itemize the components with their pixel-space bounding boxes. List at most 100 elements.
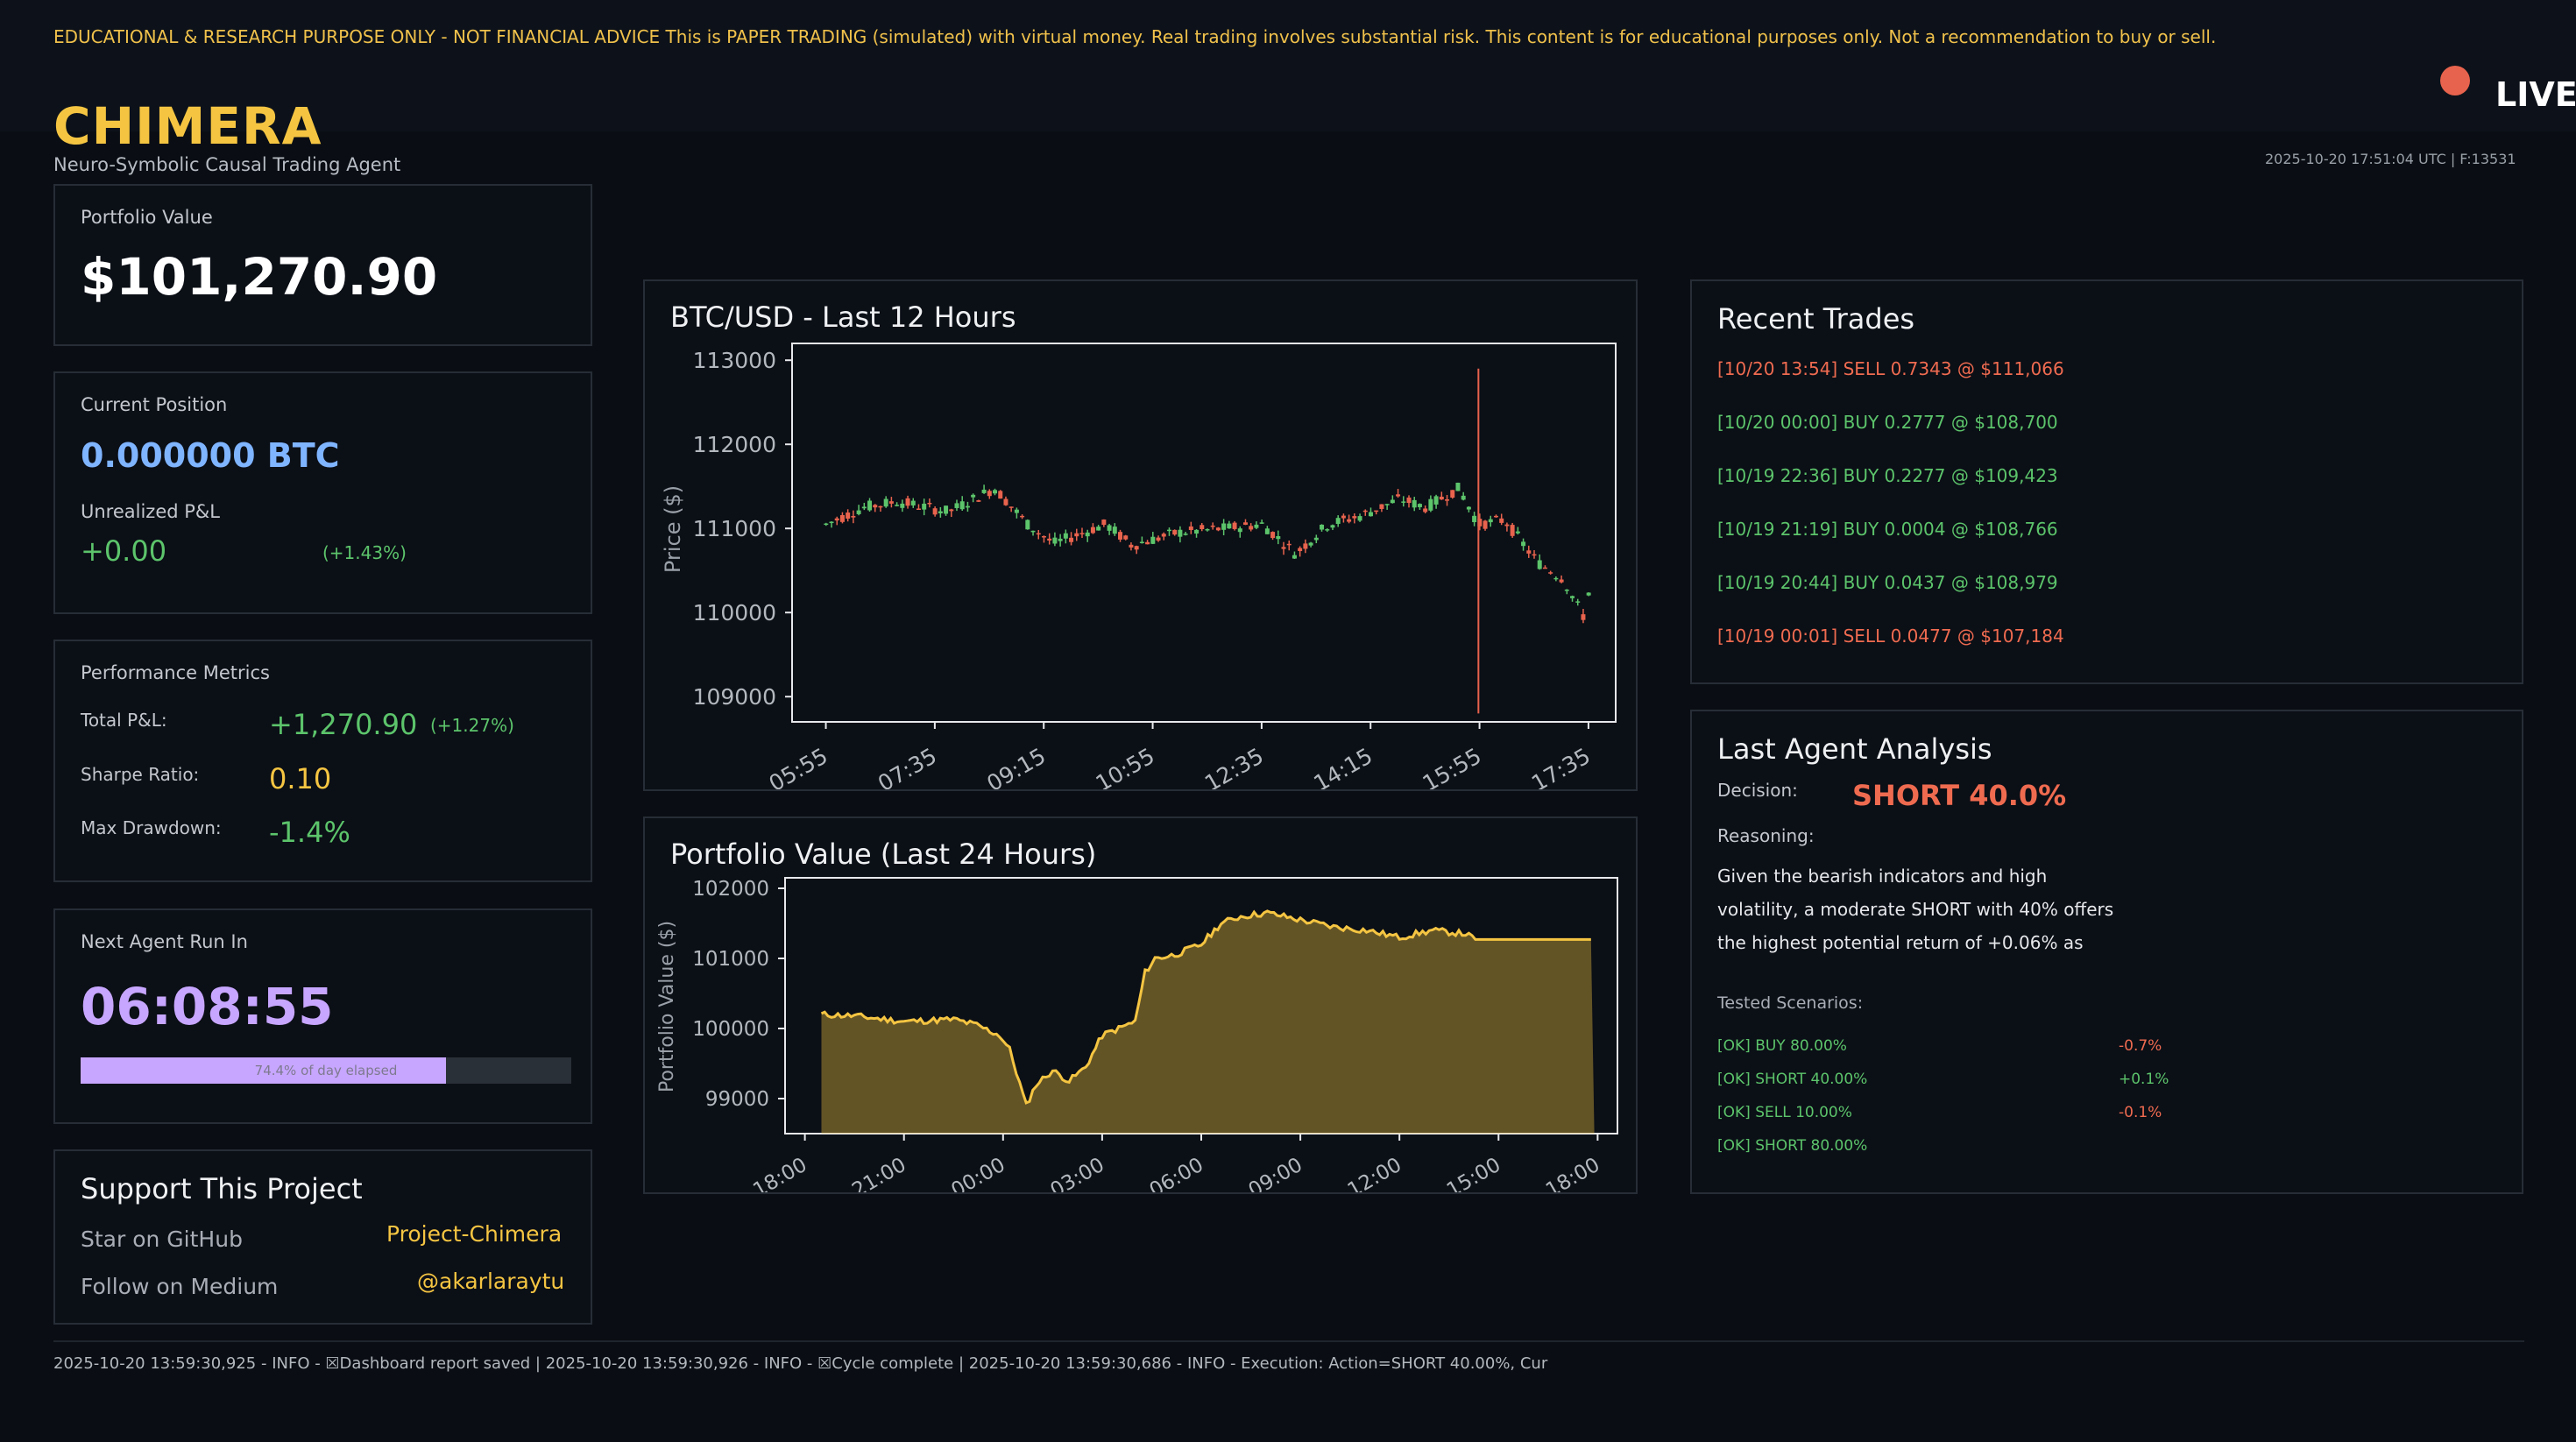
price-candle-body [1101,520,1107,526]
price-candle-body [1352,516,1357,519]
price-candle-body [900,503,905,508]
price-candle-body [1532,554,1537,556]
agent-analysis-title: Last Agent Analysis [1717,732,1992,766]
price-candle-body [1178,529,1183,537]
sharpe-ratio-label: Sharpe Ratio: [81,764,200,785]
price-candle-body [1548,572,1553,574]
github-label: Star on GitHub [81,1226,243,1252]
price-candle-body [1313,537,1319,541]
scenario-return: -0.7% [2119,1037,2162,1055]
position-value: 0.000000 BTC [81,436,340,475]
current-position-label: Current Position [81,394,228,415]
github-link[interactable]: Project-Chimera [386,1221,563,1247]
price-candle-body [867,500,873,511]
scenario-name: [OK] SHORT 40.00% [1717,1071,1868,1088]
trade-item: [10/20 13:54] SELL 0.7343 @ $111,066 [1717,358,2064,379]
price-candle-body [1374,510,1379,512]
price-candle-body [1483,520,1488,529]
medium-link[interactable]: @akarlaraytu [417,1269,565,1294]
portfolio-chart: Portfolio Value ($) 99000 100000 101000 102… [656,877,1618,1192]
price-candle-body [1227,523,1232,529]
footer-divider [53,1340,2524,1342]
price-candle-body [1041,536,1046,538]
price-candle-body [1085,532,1090,537]
price-candle-body [1504,524,1510,527]
price-candle-body [1325,529,1330,531]
portfolio-chart-ylabel: Portfolio Value ($) [656,921,678,1092]
price-candle-body [888,501,894,504]
price-candle-body [1249,526,1254,530]
price-candle-body [1020,515,1025,518]
price-candle-body [1134,546,1139,550]
reasoning-line: volatility, a moderate SHORT with 40% of… [1717,899,2114,920]
price-candle-body [1510,525,1515,536]
footer-log: 2025-10-20 13:59:30,925 - INFO - ☒Dashbo… [53,1354,1548,1373]
portfolio-ytick-label: 102000 [692,878,769,901]
max-drawdown-label: Max Drawdown: [81,817,222,838]
price-candle-body [1286,543,1292,546]
price-candle-body [1401,501,1406,503]
price-candle-body [1433,496,1439,505]
price-candle-body [1559,579,1564,583]
portfolio-ytick-label: 99000 [705,1088,769,1111]
price-candle-body [949,509,954,512]
price-candle-body [1210,525,1215,527]
price-candle-body [1477,519,1483,527]
price-candle-body [851,515,856,518]
live-label: LIVE [2495,75,2576,114]
reasoning-label: Reasoning: [1717,825,1815,846]
price-candle-body [856,510,861,514]
price-candle-body [916,508,921,510]
price-candle-body [1270,532,1276,539]
price-candle-body [1575,601,1581,603]
price-candle-body [987,491,992,497]
portfolio-xtick-label: 18:00 [749,1154,810,1192]
day-progress-text: 74.4% of day elapsed [254,1063,398,1078]
price-candle-body [1150,536,1156,544]
total-pnl-label: Total P&L: [81,710,167,731]
price-candle-body [1537,560,1542,569]
price-xtick-label: 10:55 [1092,743,1159,789]
portfolio-area-fill [821,910,1595,1134]
price-candle-body [927,502,932,505]
price-candle-body [976,500,981,502]
price-xtick-label: 17:35 [1527,743,1595,789]
price-candle-body [1281,547,1286,549]
price-candle-body [1412,499,1417,508]
price-chart-plot-area [791,343,1617,723]
tested-scenarios-label: Tested Scenarios: [1717,993,1864,1013]
price-candle-body [1362,510,1368,512]
unrealized-pnl-label: Unrealized P&L [81,501,220,522]
price-ytick-label: 111000 [693,516,776,541]
price-candle-body [993,490,998,494]
price-candle-body [1047,538,1052,541]
price-candle-body [1058,538,1063,541]
price-candle-body [971,494,976,498]
price-chart-card: BTC/USD - Last 12 Hours Price ($) 109000… [643,279,1638,791]
price-ytick-label: 110000 [693,600,776,626]
price-ytick-label: 113000 [693,348,776,373]
price-candle-body [1428,498,1433,511]
price-candle-body [1303,543,1308,549]
price-ytick-label: 109000 [693,684,776,710]
price-candle-body [1445,498,1450,501]
price-candle-body [998,491,1003,499]
price-candle-body [1188,526,1193,531]
portfolio-xtick-label: 03:00 [1046,1154,1108,1192]
update-timestamp: 2025-10-20 17:51:04 UTC | F:13531 [2265,151,2516,167]
disclaimer-banner: EDUCATIONAL & RESEARCH PURPOSE ONLY - NO… [53,26,2217,47]
price-candle-body [1581,614,1586,620]
portfolio-xtick-label: 09:00 [1245,1154,1306,1192]
price-candle-body [1586,592,1591,596]
portfolio-ytick-label: 101000 [692,948,769,971]
price-candle-body [895,505,900,506]
price-candle-body [1025,520,1030,530]
portfolio-line [820,909,1591,1105]
price-candle-body [1320,524,1325,530]
price-candle-body [922,503,927,510]
scenario-name: [OK] SHORT 80.00% [1717,1137,1868,1155]
price-candle-body [1499,518,1504,523]
price-candle-body [1526,550,1532,554]
day-progress-bar: 74.4% of day elapsed [81,1057,571,1084]
trade-item: [10/19 21:19] BUY 0.0004 @ $108,766 [1717,519,2058,540]
